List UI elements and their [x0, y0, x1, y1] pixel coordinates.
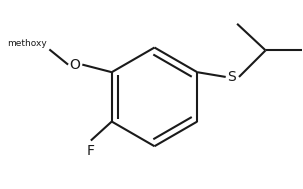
Text: O: O	[70, 58, 80, 72]
Text: methoxy: methoxy	[7, 39, 47, 47]
Text: S: S	[228, 70, 236, 84]
Text: F: F	[87, 144, 95, 158]
